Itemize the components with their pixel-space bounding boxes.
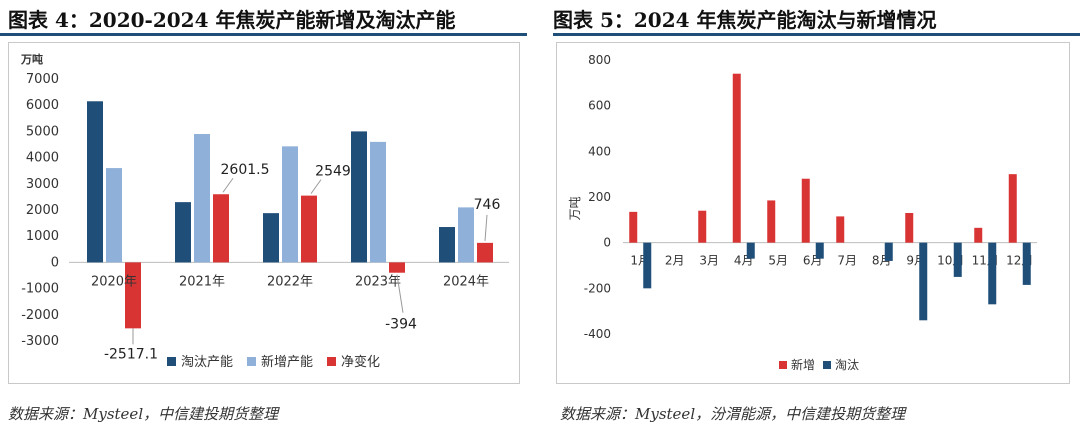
- bar-新增: [1008, 174, 1017, 243]
- right-title-rule: [553, 33, 1080, 36]
- bar-新增: [698, 210, 707, 243]
- right-source-note: 数据来源：Mysteel，汾渭能源，中信建投期货整理: [560, 405, 906, 423]
- x-tick-label: 2月: [665, 254, 685, 268]
- bar-新增: [974, 227, 983, 243]
- bar-新增: [732, 73, 741, 243]
- bar-淘汰: [884, 242, 893, 261]
- right-chart-title: 图表 5：2024 年焦炭产能淘汰与新增情况: [553, 8, 937, 32]
- x-tick-label: 2020年: [91, 274, 137, 289]
- y-tick-label: 600: [588, 99, 611, 113]
- x-tick-label: 7月: [837, 254, 857, 268]
- legend-label: 淘汰产能: [181, 355, 233, 370]
- bar-淘汰产能: [175, 202, 191, 263]
- y-tick-label: 5000: [26, 124, 59, 139]
- left-source-note: 数据来源：Mysteel，中信建投期货整理: [8, 405, 279, 423]
- legend-label: 净变化: [341, 354, 380, 370]
- bar-新增产能: [282, 146, 298, 263]
- y-tick-label: 2000: [26, 203, 59, 218]
- bar-净变化: [301, 195, 317, 263]
- net-change-data-label: 746: [474, 197, 501, 213]
- bar-新增产能: [370, 141, 386, 263]
- bar-淘汰产能: [87, 101, 103, 263]
- y-tick-label: -3000: [21, 334, 59, 349]
- x-tick-label: 2021年: [179, 274, 225, 289]
- bar-净变化: [125, 262, 141, 329]
- legend-label: 新增产能: [261, 354, 313, 370]
- left-chart-title: 图表 4：2020-2024 年焦炭产能新增及淘汰产能: [8, 8, 456, 32]
- bar-淘汰: [988, 242, 997, 305]
- bar-淘汰产能: [351, 131, 367, 263]
- bar-淘汰: [643, 242, 652, 289]
- bar-净变化: [213, 194, 229, 263]
- legend-label: 新增: [791, 357, 815, 372]
- y-tick-label: 200: [588, 190, 611, 204]
- bar-新增: [905, 212, 914, 243]
- bar-新增: [801, 178, 810, 243]
- right-y-axis-label: 万吨: [568, 196, 582, 220]
- left-chart-frame: 万吨 -3000 -2000 -1000 0 1000 2000 3000 4000 5000 60…: [8, 42, 520, 384]
- y-tick-label: 0: [51, 255, 59, 270]
- x-tick-label: 2023年: [355, 274, 401, 289]
- callout-leader: [396, 274, 404, 313]
- net-change-data-label: 2549: [315, 164, 351, 180]
- callout-leader: [222, 177, 234, 193]
- bar-淘汰产能: [439, 227, 455, 263]
- net-change-data-label: -2517.1: [104, 346, 158, 362]
- bar-新增: [767, 200, 776, 243]
- bar-淘汰: [953, 242, 962, 277]
- x-tick-label: 3月: [699, 254, 719, 268]
- y-tick-label: -2000: [21, 308, 59, 323]
- bar-新增: [836, 216, 845, 243]
- bar-淘汰: [1022, 242, 1031, 285]
- legend-swatch-新增产能: [247, 357, 256, 366]
- y-tick-label: 3000: [26, 177, 59, 192]
- bar-新增产能: [106, 168, 122, 263]
- net-change-data-label: 2601.5: [221, 162, 270, 178]
- x-tick-label: 2024年: [443, 274, 489, 289]
- y-tick-label: 800: [588, 53, 611, 67]
- legend-swatch-新增: [779, 361, 787, 369]
- y-tick-label: -400: [584, 327, 611, 341]
- x-tick-label: 2022年: [267, 274, 313, 289]
- callout-leader: [484, 214, 488, 241]
- net-change-data-label: -394: [385, 317, 417, 333]
- x-tick-label: 5月: [768, 254, 788, 268]
- callout-leader: [310, 179, 322, 194]
- bar-新增产能: [194, 134, 210, 263]
- bar-新增: [629, 211, 638, 243]
- bar-淘汰产能: [263, 213, 279, 263]
- bar-新增产能: [458, 207, 474, 263]
- right-chart-frame: 万吨 -400 -200 0 200 400 600 800 1月 2月 3月 4月 5月 6月 7月 8月 9…: [556, 42, 1070, 384]
- y-tick-label: 6000: [26, 98, 59, 113]
- bar-净变化: [389, 262, 405, 273]
- y-tick-label: 0: [603, 236, 611, 250]
- bar-淘汰: [815, 242, 824, 259]
- y-tick-label: -200: [584, 281, 611, 295]
- left-title-rule: [0, 33, 527, 36]
- y-tick-label: -1000: [21, 282, 59, 297]
- y-tick-label: 1000: [26, 229, 59, 244]
- y-tick-label: 4000: [26, 151, 59, 166]
- legend-swatch-净变化: [327, 357, 336, 366]
- bar-淘汰: [746, 242, 755, 259]
- left-unit-label: 万吨: [20, 52, 43, 66]
- legend-swatch-淘汰产能: [167, 357, 176, 366]
- legend-swatch-淘汰: [823, 361, 831, 369]
- y-tick-label: 400: [588, 144, 611, 158]
- legend-label: 淘汰: [835, 358, 859, 372]
- bar-淘汰: [919, 242, 928, 321]
- left-chart: 万吨 -3000 -2000 -1000 0 1000 2000 3000 4000 5000 60…: [20, 52, 509, 370]
- bar-净变化: [477, 242, 493, 263]
- y-tick-label: 7000: [26, 72, 59, 87]
